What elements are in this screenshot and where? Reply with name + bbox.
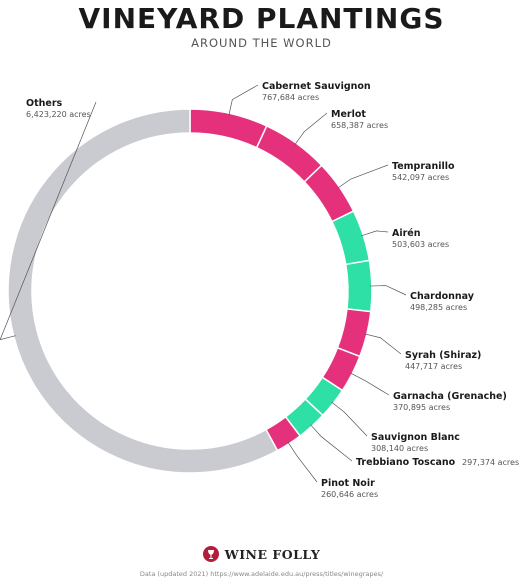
- slice-label-airen: Airén: [392, 228, 421, 239]
- leader-line-others: [0, 101, 97, 341]
- slice-cabernet-sauvignon: [189, 108, 268, 149]
- slice-value-pinot-noir: 260,646 acres: [321, 490, 378, 499]
- slice-label-pinot-noir: Pinot Noir: [321, 478, 375, 489]
- slice-merlot: [255, 124, 323, 183]
- leader-line-garnacha-grenache: [350, 372, 390, 396]
- wine-glass-icon: [202, 546, 219, 562]
- slice-value-trebbiano-toscano: 297,374 acres: [462, 458, 519, 467]
- slice-value-syrah-shiraz: 447,717 acres: [405, 362, 462, 371]
- slice-value-merlot: 658,387 acres: [331, 121, 388, 130]
- leader-line-cabernet-sauvignon: [228, 84, 259, 116]
- leader-line-airen: [361, 230, 389, 237]
- leader-line-pinot-noir: [287, 441, 318, 483]
- slice-label-cabernet-sauvignon: Cabernet Sauvignon: [262, 81, 371, 92]
- chart-title: VINEYARD PLANTINGS: [78, 2, 445, 35]
- slice-chardonnay: [344, 259, 373, 313]
- slice-label-garnacha-grenache: Garnacha (Grenache): [393, 391, 507, 402]
- slice-value-airen: 503,603 acres: [392, 240, 449, 249]
- slice-label-merlot: Merlot: [331, 109, 366, 120]
- slice-value-others: 6,423,220 acres: [26, 110, 91, 119]
- footer-brand: WINE FOLLY: [0, 544, 523, 564]
- leader-line-trebbiano-toscano: [310, 424, 353, 462]
- data-source: Data (updated 2021) https://www.adelaide…: [139, 570, 384, 578]
- brand-name: WINE FOLLY: [224, 546, 321, 562]
- leader-line-tempranillo: [337, 164, 389, 189]
- slice-label-syrah-shiraz: Syrah (Shiraz): [405, 350, 481, 361]
- chart-subtitle: AROUND THE WORLD: [191, 36, 332, 50]
- leader-line-sauvignon-blanc: [331, 401, 368, 437]
- slice-value-sauvignon-blanc: 308,140 acres: [371, 444, 428, 453]
- slice-airen: [330, 210, 371, 266]
- slice-label-others: Others: [26, 98, 63, 109]
- slice-value-chardonnay: 498,285 acres: [410, 303, 467, 312]
- slice-label-tempranillo: Tempranillo: [392, 161, 455, 172]
- leader-line-chardonnay: [369, 285, 407, 296]
- slice-value-cabernet-sauvignon: 767,684 acres: [262, 93, 319, 102]
- slice-others: [7, 108, 279, 474]
- leader-line-merlot: [294, 112, 328, 145]
- slice-label-sauvignon-blanc: Sauvignon Blanc: [371, 432, 460, 443]
- leader-line-syrah-shiraz: [364, 333, 402, 355]
- slice-label-trebbiano-toscano: Trebbiano Toscano: [356, 457, 456, 468]
- slice-label-chardonnay: Chardonnay: [410, 291, 475, 302]
- slice-value-tempranillo: 542,097 acres: [392, 173, 449, 182]
- slice-value-garnacha-grenache: 370,895 acres: [393, 403, 450, 412]
